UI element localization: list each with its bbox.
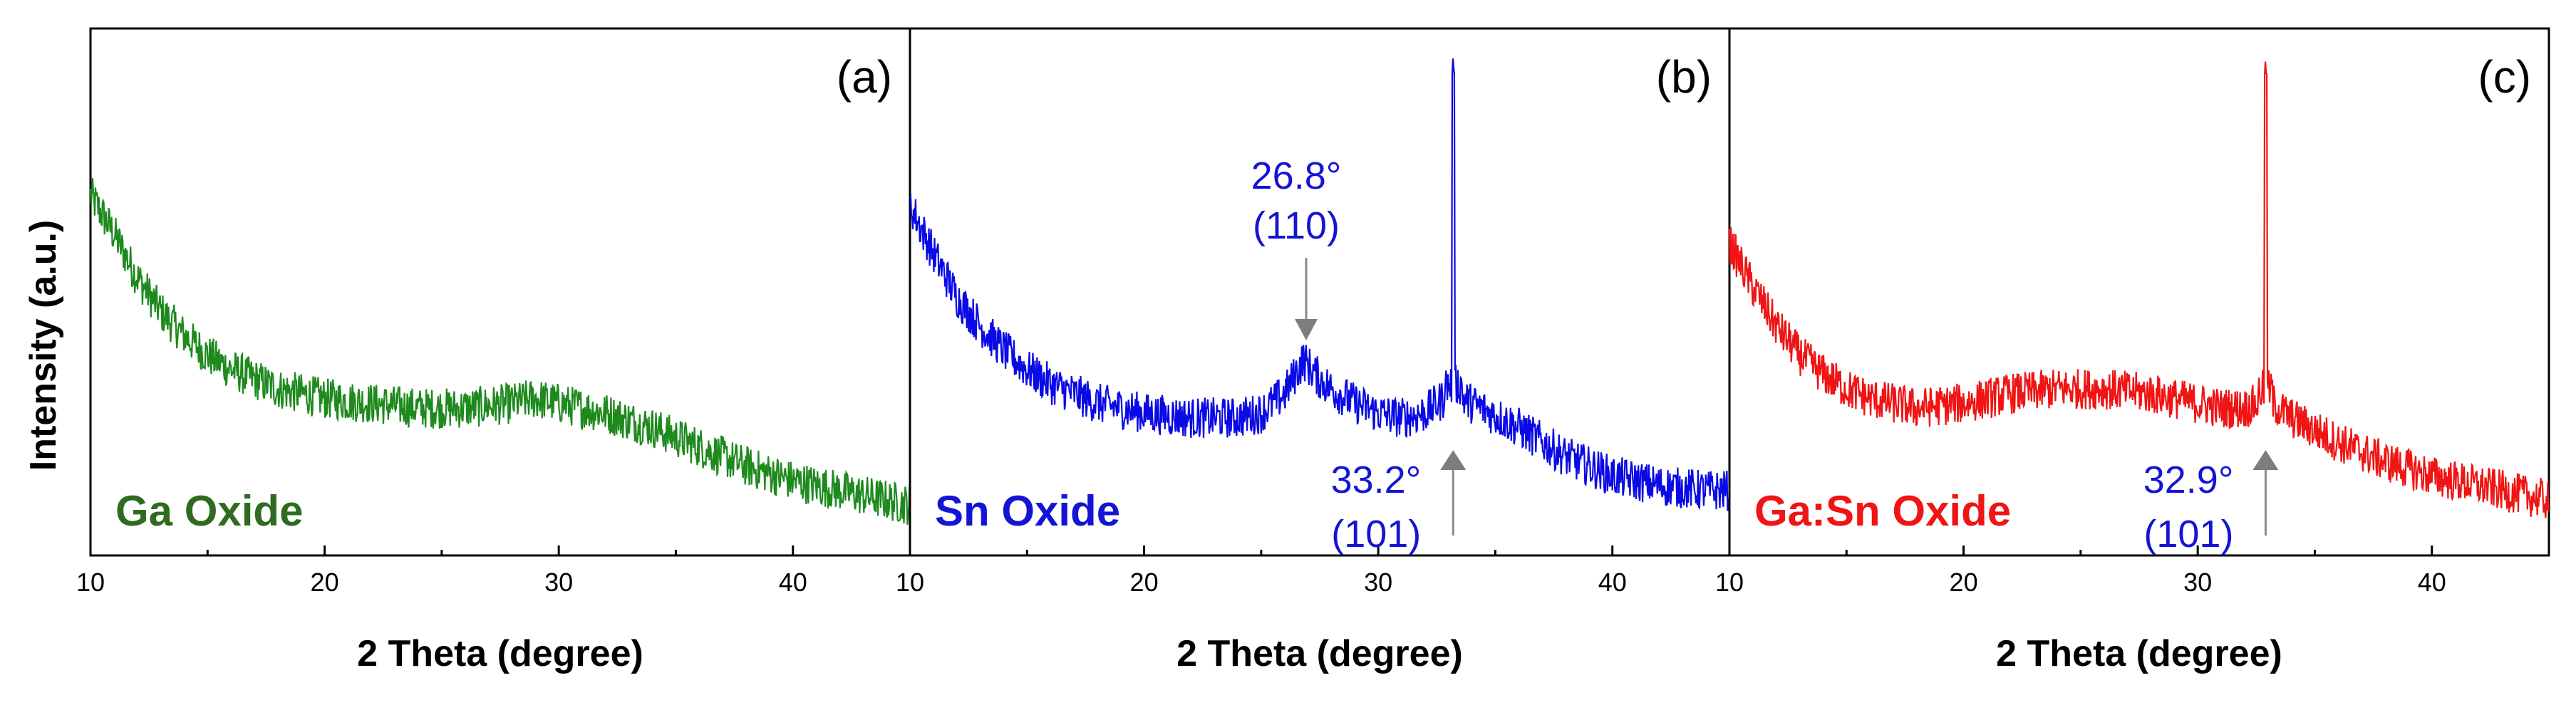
x-tick-label: 30 xyxy=(1364,568,1392,597)
sample-label: Ga:Sn Oxide xyxy=(1754,487,2011,535)
sample-label: Ga Oxide xyxy=(115,487,303,535)
x-tick-label: 10 xyxy=(1715,568,1744,597)
panel-a: 10 20 30 40 2 Theta (degree) (a) Ga Oxide xyxy=(76,27,911,674)
peak-plane-label: (101) xyxy=(2143,513,2233,555)
panel-b: 10 20 30 40 2 Theta (degree) (b) Sn Oxide 26.8°… xyxy=(896,27,1731,674)
peak-plane-label: (110) xyxy=(1253,204,1340,247)
peak-plane-label: (101) xyxy=(1331,513,1421,555)
x-axis-title: 2 Theta (degree) xyxy=(357,633,643,674)
panel-letter: (c) xyxy=(2478,51,2531,103)
panels-group: 10 20 30 40 2 Theta (degree) (a) Ga Oxide 10 20 3… xyxy=(76,27,2550,674)
sample-label: Sn Oxide xyxy=(935,487,1120,535)
x-tick-label: 30 xyxy=(2183,568,2212,597)
x-tick-label: 10 xyxy=(76,568,105,597)
y-axis-title: Intensity (a.u.) xyxy=(23,220,64,471)
x-axis-title: 2 Theta (degree) xyxy=(1996,633,2282,674)
x-tick-label: 20 xyxy=(311,568,339,597)
peak-arrow-head xyxy=(2252,450,2279,470)
data-line-3 xyxy=(1728,61,2550,518)
x-tick-label: 40 xyxy=(1598,568,1627,597)
x-axis-title: 2 Theta (degree) xyxy=(1176,633,1463,674)
x-tick-label: 30 xyxy=(544,568,573,597)
x-tick-label: 20 xyxy=(1950,568,1978,597)
peak-angle-label: 32.9° xyxy=(2143,459,2234,501)
x-tick-label: 40 xyxy=(779,568,807,597)
panel-c: 10 20 30 40 2 Theta (degree) (c) Ga:Sn Oxide 32… xyxy=(1715,27,2550,674)
plot-frame xyxy=(1728,27,2550,557)
x-tick-label: 20 xyxy=(1130,568,1159,597)
panel-letter: (b) xyxy=(1656,51,1712,103)
x-tick-label: 10 xyxy=(896,568,924,597)
panel-letter: (a) xyxy=(837,51,892,103)
peak-arrow-head xyxy=(1295,319,1318,340)
data-line-2 xyxy=(909,58,1730,511)
peak-angle-label: 26.8° xyxy=(1251,155,1342,197)
x-tick-label: 40 xyxy=(2418,568,2446,597)
peak-arrow-head xyxy=(1440,450,1467,470)
data-line-1 xyxy=(89,178,911,525)
peak-angle-label: 33.2° xyxy=(1331,459,1422,501)
